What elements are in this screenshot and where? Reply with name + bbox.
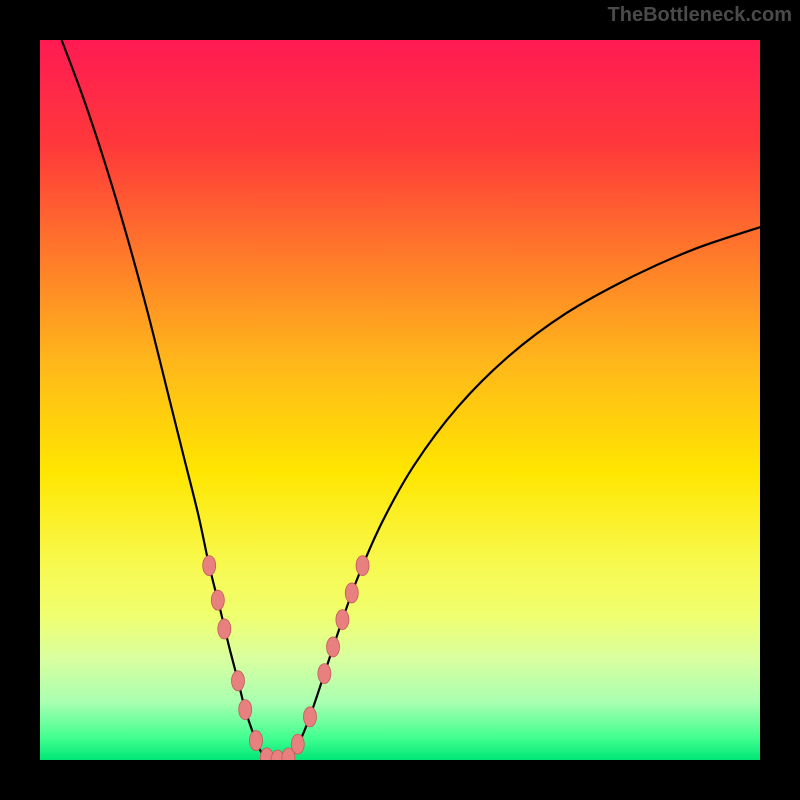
plot-svg <box>40 40 760 760</box>
data-marker <box>356 556 369 576</box>
chart-frame: TheBottleneck.com <box>0 0 800 800</box>
data-marker <box>345 583 358 603</box>
data-marker <box>327 637 340 657</box>
gradient-background <box>40 40 760 760</box>
watermark-text: TheBottleneck.com <box>608 4 792 27</box>
data-marker <box>318 664 331 684</box>
data-marker <box>304 707 317 727</box>
data-marker <box>250 731 263 751</box>
data-marker <box>203 556 216 576</box>
data-marker <box>239 700 252 720</box>
data-marker <box>336 610 349 630</box>
data-marker <box>211 590 224 610</box>
data-marker <box>218 619 231 639</box>
data-marker <box>291 734 304 754</box>
data-marker <box>232 671 245 691</box>
plot-area <box>40 40 760 760</box>
